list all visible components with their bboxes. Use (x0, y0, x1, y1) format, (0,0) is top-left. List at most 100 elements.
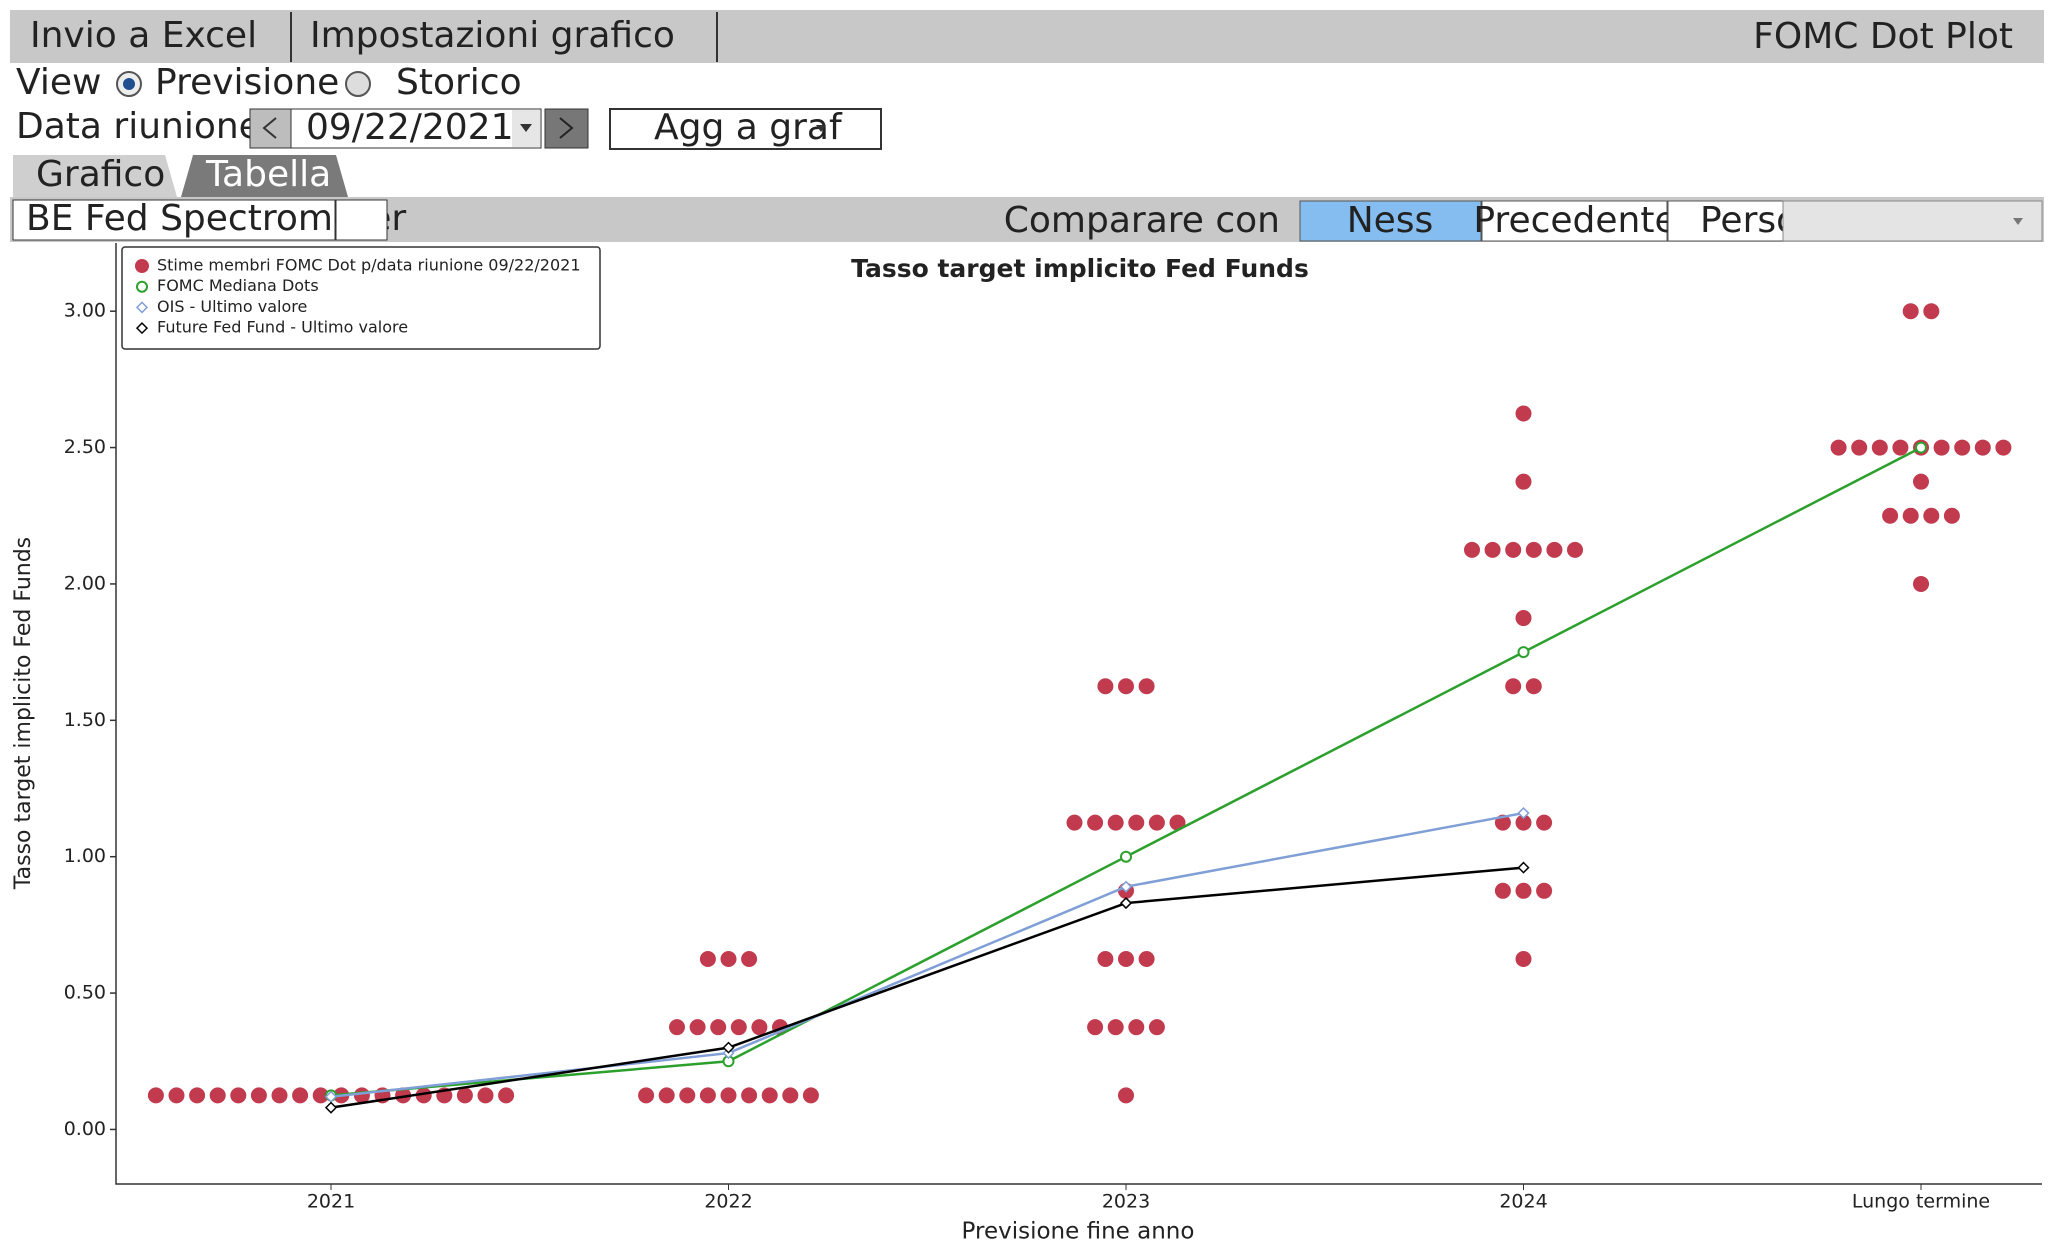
next-button[interactable] (544, 108, 589, 149)
y-axis-label: Tasso target implicito Fed Funds (11, 537, 36, 890)
dot (679, 1087, 696, 1104)
meeting-label: Data riunione (16, 106, 261, 147)
dot (741, 950, 758, 967)
radio-label[interactable]: Previsione (155, 62, 339, 103)
x-axis-label: Previsione fine anno (962, 1219, 1195, 1243)
radio-dot (123, 78, 135, 90)
settings-button[interactable]: Impostazioni grafico (310, 15, 675, 56)
dot (1484, 541, 1501, 558)
tab[interactable] (181, 155, 348, 197)
legend (121, 246, 601, 350)
dot (658, 1087, 675, 1104)
dot (1974, 439, 1991, 456)
dot (1546, 541, 1563, 558)
point (722, 1041, 735, 1054)
point (1517, 806, 1530, 820)
axis (115, 243, 2042, 1185)
source-box[interactable] (12, 199, 336, 241)
x-tick-label: 2021 (307, 1191, 355, 1213)
dot (1505, 541, 1522, 558)
dot (782, 1087, 799, 1104)
option-label: Perso (1700, 200, 1798, 241)
dot (802, 1087, 819, 1104)
y-tick-label: 0.50 (64, 982, 106, 1004)
dot (1169, 814, 1186, 831)
add-label: Agg a graf (654, 107, 843, 148)
radio-label[interactable]: Storico (396, 62, 522, 103)
dot (1107, 1019, 1124, 1036)
y-tick-label: 2.00 (64, 572, 106, 594)
option-label: Ness (1347, 200, 1434, 241)
y-tick-label: 1.50 (64, 709, 106, 731)
dot (1954, 439, 1971, 456)
x-tick-label: 2023 (1102, 1191, 1150, 1213)
dot (720, 1087, 737, 1104)
dot (1995, 439, 2012, 456)
dot (292, 1087, 309, 1104)
dot (1525, 678, 1542, 695)
dot (1902, 303, 1919, 320)
dot (1902, 507, 1919, 524)
tab-label: Tabella (205, 154, 331, 195)
dot (761, 1087, 778, 1104)
x-tick-label: 2024 (1499, 1191, 1547, 1213)
icon (520, 124, 532, 132)
dot (209, 1087, 226, 1104)
legend-label: OIS - Ultimo valore (157, 297, 307, 316)
dot (1536, 814, 1553, 831)
radio[interactable] (345, 71, 371, 97)
dot (1851, 439, 1868, 456)
compare-label: Comparare con (1004, 200, 1280, 241)
dot (1118, 950, 1134, 967)
dot (1097, 950, 1114, 967)
dot (1515, 882, 1532, 899)
tab[interactable] (13, 155, 177, 197)
dot (1913, 473, 1929, 490)
dot (1923, 507, 1940, 524)
date-value: 09/22/2021 (306, 107, 514, 148)
dot (1066, 814, 1083, 831)
prev-button[interactable] (249, 108, 292, 149)
view-label: View (16, 62, 101, 103)
dot (1515, 610, 1532, 627)
dot (730, 1019, 747, 1036)
point (1915, 441, 1927, 454)
dot (312, 1087, 329, 1104)
dot (1871, 439, 1888, 456)
point (1517, 646, 1530, 659)
y-tick-label: 1.00 (64, 845, 106, 867)
add-button[interactable] (609, 108, 882, 150)
dot (1128, 814, 1145, 831)
dot (168, 1087, 185, 1104)
dot (1138, 678, 1155, 695)
dot (1892, 439, 1909, 456)
dot (1830, 439, 1847, 456)
dot (1515, 405, 1532, 422)
dot (1567, 541, 1583, 558)
x-tick-label: 2022 (704, 1191, 752, 1213)
export-button[interactable]: Invio a Excel (30, 15, 257, 56)
date-box[interactable] (290, 108, 542, 149)
dot (638, 1087, 655, 1104)
dot (1107, 814, 1124, 831)
dot (1118, 678, 1134, 695)
expand-button[interactable] (335, 199, 388, 241)
y-tick-label: 2.50 (64, 436, 106, 458)
dot (710, 1019, 727, 1036)
option-button[interactable] (1299, 200, 1482, 242)
dot (1515, 814, 1532, 831)
dot (699, 1087, 716, 1104)
dot (1515, 950, 1532, 967)
dot (699, 950, 716, 967)
option-button[interactable] (1481, 200, 1668, 242)
legend-marker (135, 322, 149, 335)
x-tick-label: Lungo termine (1852, 1191, 1990, 1213)
dot (456, 1087, 473, 1104)
dot (1943, 507, 1960, 524)
dropdown[interactable] (1782, 200, 2043, 242)
legend-marker (136, 280, 148, 293)
legend-marker (135, 301, 149, 314)
dot (689, 1019, 706, 1036)
point (324, 1101, 338, 1114)
